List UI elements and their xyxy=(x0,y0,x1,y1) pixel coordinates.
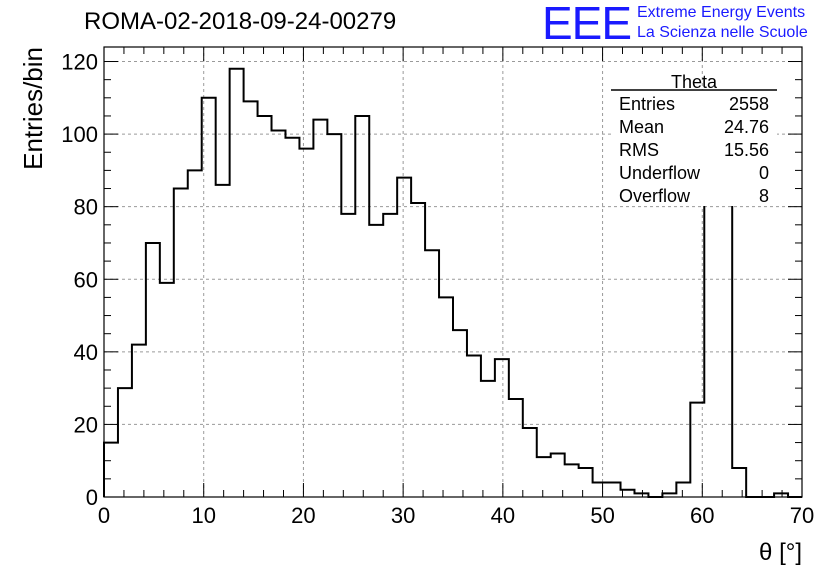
eee-logo-line2: La Scienza nelle Scuole xyxy=(637,24,808,41)
histogram-bin xyxy=(607,482,621,497)
y-tick-label: 0 xyxy=(86,485,98,510)
stats-row-label: RMS xyxy=(619,140,659,160)
histogram-bin xyxy=(662,493,676,497)
histogram-bin xyxy=(690,403,704,497)
histogram-bin xyxy=(216,185,230,497)
x-tick-label: 50 xyxy=(590,503,614,528)
histogram-bin xyxy=(509,399,523,497)
plot-frame xyxy=(103,46,803,498)
histogram-bin xyxy=(341,214,355,497)
histogram-bin xyxy=(774,493,788,497)
histogram-bin xyxy=(355,116,369,497)
x-tick-label: 40 xyxy=(491,503,515,528)
histogram-bin xyxy=(146,243,160,497)
x-tick-label: 10 xyxy=(191,503,215,528)
histogram-bin xyxy=(174,189,188,497)
histogram-bin xyxy=(523,428,537,497)
histogram-bin xyxy=(495,359,509,497)
histogram-bin xyxy=(467,355,481,497)
stats-row-label: Overflow xyxy=(619,186,691,206)
stats-row-value: 15.56 xyxy=(724,140,769,160)
x-tick-label: 20 xyxy=(291,503,315,528)
eee-logo: EEE xyxy=(542,0,632,49)
y-axis-label: Entries/bin xyxy=(18,47,48,170)
x-tick-label: 70 xyxy=(790,503,814,528)
histogram-bin xyxy=(537,457,551,497)
histogram-bin xyxy=(676,482,690,497)
stats-row-label: Underflow xyxy=(619,163,701,183)
y-tick-label: 40 xyxy=(74,340,98,365)
histogram-bin xyxy=(621,490,635,497)
histogram-bin xyxy=(104,443,118,497)
histogram-bin xyxy=(188,170,202,497)
histogram-bin xyxy=(299,149,313,497)
histogram-bin xyxy=(202,98,216,497)
histogram-bin xyxy=(230,69,244,497)
histogram-bin xyxy=(313,120,327,497)
y-tick-label: 60 xyxy=(74,267,98,292)
histogram-bin xyxy=(579,468,593,497)
histogram-bin xyxy=(160,283,174,497)
y-tick-label: 20 xyxy=(74,412,98,437)
stats-row-value: 8 xyxy=(759,186,769,206)
histogram-bin xyxy=(285,138,299,497)
x-tick-label: 60 xyxy=(690,503,714,528)
histogram-bin xyxy=(272,130,286,497)
eee-logo-line1: Extreme Energy Events xyxy=(637,4,806,21)
histogram-bin xyxy=(634,493,648,497)
histogram-bin xyxy=(258,116,272,497)
y-tick-label: 100 xyxy=(61,122,98,147)
histogram-bin xyxy=(425,250,439,497)
histogram-bin xyxy=(327,134,341,497)
histogram-bin xyxy=(244,101,258,497)
x-tick-label: 30 xyxy=(391,503,415,528)
x-axis-label: θ [°] xyxy=(759,539,802,566)
histogram-bin xyxy=(439,297,453,497)
histogram-bin xyxy=(453,330,467,497)
histogram-bin xyxy=(118,388,132,497)
histogram-bin xyxy=(397,178,411,497)
histogram-bin xyxy=(481,381,495,497)
y-tick-label: 120 xyxy=(61,50,98,75)
histogram-bin xyxy=(132,345,146,497)
histogram-bin xyxy=(565,464,579,497)
histogram-series-line xyxy=(103,67,802,498)
histogram-bin xyxy=(383,214,397,497)
stats-title: Theta xyxy=(671,72,718,92)
histogram-bin xyxy=(732,468,746,497)
run-title: ROMA-02-2018-09-24-00279 xyxy=(84,8,397,35)
stats-row-value: 2558 xyxy=(729,94,769,114)
histogram-bin xyxy=(551,453,565,497)
y-tick-label: 80 xyxy=(74,195,98,220)
x-tick-label: 0 xyxy=(98,503,110,528)
histogram-bin xyxy=(369,225,383,497)
stats-box-bg xyxy=(611,90,777,206)
histogram-bin xyxy=(593,482,607,497)
stats-row-value: 24.76 xyxy=(724,117,769,137)
histogram-bin xyxy=(411,203,425,497)
stats-row-label: Mean xyxy=(619,117,664,137)
stats-row-label: Entries xyxy=(619,94,675,114)
stats-row-value: 0 xyxy=(759,163,769,183)
